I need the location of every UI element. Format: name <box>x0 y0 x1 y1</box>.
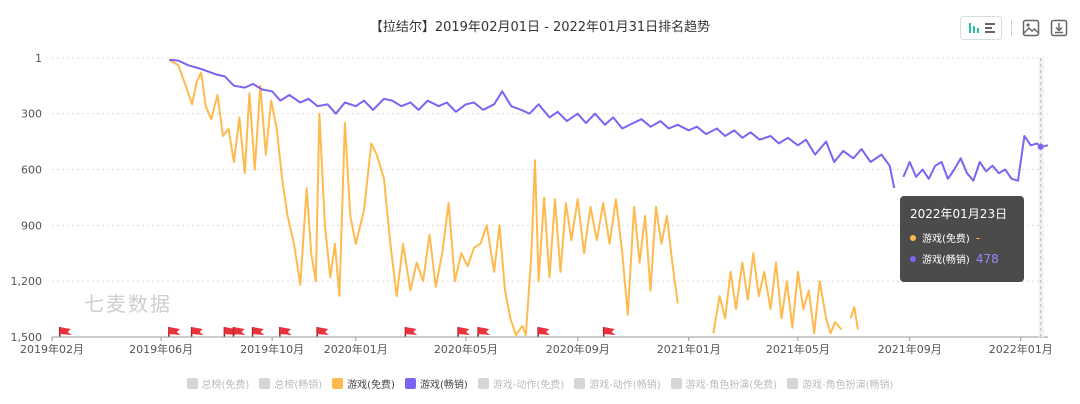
legend-item[interactable]: 游戏(畅销) <box>404 376 468 391</box>
watermark: 七麦数据 <box>84 292 172 316</box>
chart-title: 【拉结尔】2019年02月01日 - 2022年01月31日排名趋势 <box>369 20 711 35</box>
y-tick-label: 1,200 <box>11 275 43 288</box>
hover-point <box>1037 143 1044 150</box>
flag-icon <box>168 327 181 337</box>
tooltip-row: 游戏(畅销) 478 <box>910 251 1014 266</box>
x-tick-label: 2019年06月 <box>129 342 193 356</box>
tooltip-row: 游戏(免费) - <box>910 230 1014 245</box>
y-tick-label: 300 <box>21 108 42 121</box>
toolbar-divider <box>1011 20 1012 36</box>
legend-label: 游戏(免费) <box>347 380 395 391</box>
legend-item[interactable]: 游戏-动作(免费) <box>477 376 565 391</box>
flag-cloth <box>59 327 72 335</box>
flag-cloth <box>279 327 292 335</box>
flag-cloth <box>538 327 551 335</box>
x-tick-label: 2020年09月 <box>546 342 610 356</box>
legend-label: 游戏-角色扮演(免费) <box>685 380 778 391</box>
flag-cloth <box>405 327 418 335</box>
tooltip-date: 2022年01月23日 <box>910 207 1008 221</box>
legend-label: 总榜(免费) <box>201 380 250 391</box>
flag-cloth <box>233 327 246 335</box>
legend-item[interactable]: 总榜(畅销) <box>259 376 322 391</box>
x-tick-label: 2020年05月 <box>434 342 498 356</box>
x-tick-label: 2020年01月 <box>324 342 388 356</box>
chart-legend: 总榜(免费) 总榜(畅销) 游戏(免费) 游戏(畅销) 游戏-动作(免费) 游戏… <box>0 376 1080 391</box>
flag-icon <box>190 327 204 337</box>
series-line <box>712 252 843 335</box>
legend-label: 游戏-角色扮演(畅销) <box>802 380 894 391</box>
y-tick-label: 1,500 <box>11 331 43 344</box>
flag-icon <box>537 327 551 337</box>
y-tick-label: 600 <box>21 163 42 176</box>
tooltip-value: - <box>975 230 981 245</box>
x-tick-label: 2021年05月 <box>766 342 830 356</box>
y-tick-label: 1 <box>35 52 42 65</box>
legend-item[interactable]: 游戏(免费) <box>332 376 395 391</box>
x-tick-label: 2019年10月 <box>240 342 304 356</box>
y-tick-label: 900 <box>21 219 42 232</box>
flag-icon <box>457 327 471 337</box>
bar-chart-icon[interactable] <box>969 23 979 33</box>
legend-swatch <box>259 378 271 389</box>
chart-toolbar <box>960 16 1080 42</box>
flag-icon <box>279 327 292 337</box>
flag-icon <box>316 327 330 337</box>
legend-swatch <box>186 378 198 389</box>
tooltip-value: 478 <box>975 251 999 266</box>
legend-swatch <box>574 378 586 389</box>
tooltip-dot-free <box>910 234 916 241</box>
legend-swatch <box>787 378 799 389</box>
tooltip-label: 游戏(免费) <box>922 234 970 245</box>
legend-item[interactable]: 游戏-角色扮演(免费) <box>670 376 778 391</box>
flag-cloth <box>191 327 204 335</box>
legend-swatch <box>332 378 344 389</box>
legend-label: 游戏-动作(畅销) <box>589 380 661 391</box>
legend-item[interactable]: 游戏-角色扮演(畅销) <box>787 376 893 391</box>
series-line <box>902 135 1049 182</box>
series-line <box>168 59 679 337</box>
download-icon[interactable] <box>1048 16 1070 40</box>
x-tick-label: 2021年09月 <box>878 342 942 356</box>
flag-cloth <box>603 327 616 335</box>
flag-cloth <box>168 327 181 335</box>
flag-icon <box>232 327 246 337</box>
legend-label: 游戏(畅销) <box>419 380 468 391</box>
x-tick-label: 2021年01月 <box>657 342 721 356</box>
chart-type-toggle[interactable] <box>960 16 1002 40</box>
legend-item[interactable]: 总榜(免费) <box>186 376 250 391</box>
legend-item[interactable]: 游戏-动作(畅销) <box>574 376 661 391</box>
series-line <box>169 58 896 189</box>
flag-icon <box>602 327 616 337</box>
flag-icon <box>404 327 418 337</box>
image-icon[interactable] <box>1020 16 1042 40</box>
legend-swatch <box>477 378 489 389</box>
series-line <box>849 306 859 330</box>
flag-icon <box>477 327 491 337</box>
flag-cloth <box>252 327 265 335</box>
flag-cloth <box>478 327 491 335</box>
tooltip-label: 游戏(畅销) <box>922 255 970 266</box>
legend-swatch <box>404 378 416 389</box>
tooltip-dot-grossing <box>910 255 916 262</box>
flag-icon <box>58 327 72 337</box>
flag-icon <box>251 327 265 337</box>
flag-cloth <box>458 327 471 335</box>
x-tick-label: 2019年02月 <box>20 342 84 356</box>
legend-label: 游戏-动作(免费) <box>492 380 565 391</box>
hover-tooltip: 2022年01月23日 游戏(免费) - 游戏(畅销) 478 <box>900 196 1024 282</box>
legend-swatch <box>670 378 682 389</box>
legend-label: 总榜(畅销) <box>274 380 323 391</box>
x-tick-label: 2022年01月 <box>989 342 1053 356</box>
flag-cloth <box>317 327 330 335</box>
list-icon[interactable] <box>985 23 995 33</box>
